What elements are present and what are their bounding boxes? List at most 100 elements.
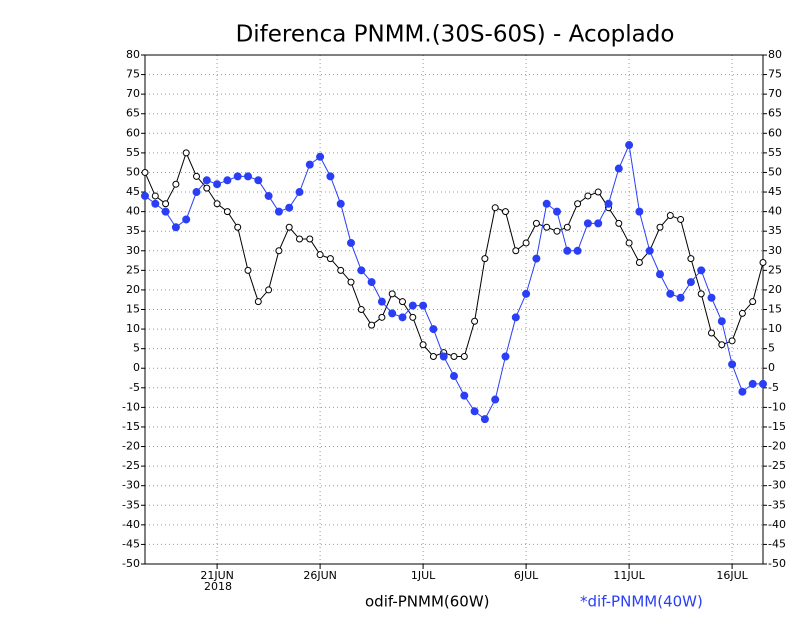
data-point [192, 188, 201, 197]
plot-frame [144, 54, 764, 565]
y-tick-label: 30 [126, 244, 140, 257]
data-point [480, 415, 489, 424]
data-point [296, 235, 303, 243]
data-point [471, 317, 479, 325]
data-point [213, 180, 222, 189]
data-point [749, 298, 757, 306]
data-point [254, 298, 262, 306]
data-point [491, 395, 500, 404]
y2-tick-label: 55 [768, 146, 782, 159]
data-point [213, 200, 221, 208]
y-tick-label: 5 [133, 342, 140, 355]
data-point [203, 184, 211, 192]
legend-label: odif-PNMM(60W) [365, 593, 490, 611]
data-point [728, 337, 736, 345]
y2-tick-label: -20 [768, 440, 786, 453]
data-point [625, 141, 634, 150]
data-point [357, 266, 366, 275]
data-point [182, 215, 191, 224]
data-point [656, 270, 664, 279]
data-point [265, 286, 273, 294]
y2-tick-label: 75 [768, 68, 782, 81]
data-point [450, 352, 458, 360]
data-point [697, 290, 705, 298]
data-point [574, 200, 582, 208]
data-point [584, 192, 592, 200]
data-point [223, 208, 231, 216]
y2-tick-label: 10 [768, 322, 782, 335]
y-tick-label: -10 [122, 400, 140, 413]
data-point [583, 219, 592, 228]
data-point [429, 325, 438, 334]
data-point [357, 306, 365, 313]
y-tick-label: 80 [126, 48, 140, 61]
y-tick-label: 20 [126, 283, 140, 296]
x-tick-label: 6JUL [514, 569, 539, 582]
data-point [502, 208, 509, 216]
y2-tick-label: 30 [768, 244, 782, 257]
y-tick-label: 0 [133, 361, 140, 374]
y2-tick-label: -10 [768, 400, 786, 413]
y2-tick-label: -40 [768, 518, 786, 531]
data-point [408, 301, 417, 310]
y2-tick-label: -50 [768, 557, 786, 570]
y-tick-label: -45 [122, 537, 140, 550]
data-point [141, 191, 149, 200]
data-point [254, 176, 263, 185]
data-point [202, 176, 211, 185]
data-point [274, 207, 283, 216]
data-point [151, 199, 160, 208]
data-point [563, 223, 571, 231]
data-point [604, 199, 613, 208]
data-point [295, 188, 304, 197]
data-point [542, 199, 551, 208]
data-point [708, 329, 715, 337]
data-point [666, 289, 675, 298]
data-point [511, 313, 520, 322]
data-point [316, 152, 325, 161]
data-point [141, 168, 149, 176]
data-point [337, 266, 345, 274]
y2-tick-label: -45 [768, 537, 786, 550]
data-point [686, 278, 695, 287]
y-tick-label: -50 [122, 557, 140, 570]
y-tick-label: 60 [126, 126, 140, 139]
y-tick-label: 50 [126, 165, 140, 178]
data-point [635, 207, 644, 216]
data-point [367, 278, 376, 287]
y-tick-label: -25 [122, 459, 140, 472]
data-point [172, 180, 180, 188]
y2-tick-label: 20 [768, 283, 782, 296]
y2-tick-label: -30 [768, 479, 786, 492]
data-point [748, 379, 757, 388]
y2-tick-label: 45 [768, 185, 782, 198]
data-point [491, 204, 499, 212]
data-point [388, 290, 396, 298]
y2-tick-label: 70 [768, 87, 782, 100]
y2-tick-label: -15 [768, 420, 786, 433]
data-point [275, 247, 283, 255]
data-point [614, 164, 623, 173]
y-tick-label: 65 [126, 107, 140, 120]
data-point [377, 297, 386, 306]
x-tick-label: 1JUL [411, 569, 436, 582]
data-point [759, 379, 767, 388]
data-point [666, 212, 674, 220]
data-point [594, 219, 603, 228]
data-point [635, 259, 643, 267]
y-tick-label: 55 [126, 146, 140, 159]
data-point [563, 246, 572, 255]
data-point [501, 352, 510, 361]
x-year-label: 2018 [204, 580, 232, 593]
data-point [676, 293, 685, 302]
x-tick-label: 16JUL [716, 569, 748, 582]
data-point [718, 341, 726, 349]
y-tick-label: 25 [126, 263, 140, 276]
data-point [512, 247, 520, 255]
y2-tick-label: 15 [768, 303, 782, 316]
data-point [439, 352, 448, 361]
data-point [522, 289, 531, 298]
y-tick-label: 75 [126, 68, 140, 81]
x-tick-label: 21JUN [200, 569, 234, 582]
